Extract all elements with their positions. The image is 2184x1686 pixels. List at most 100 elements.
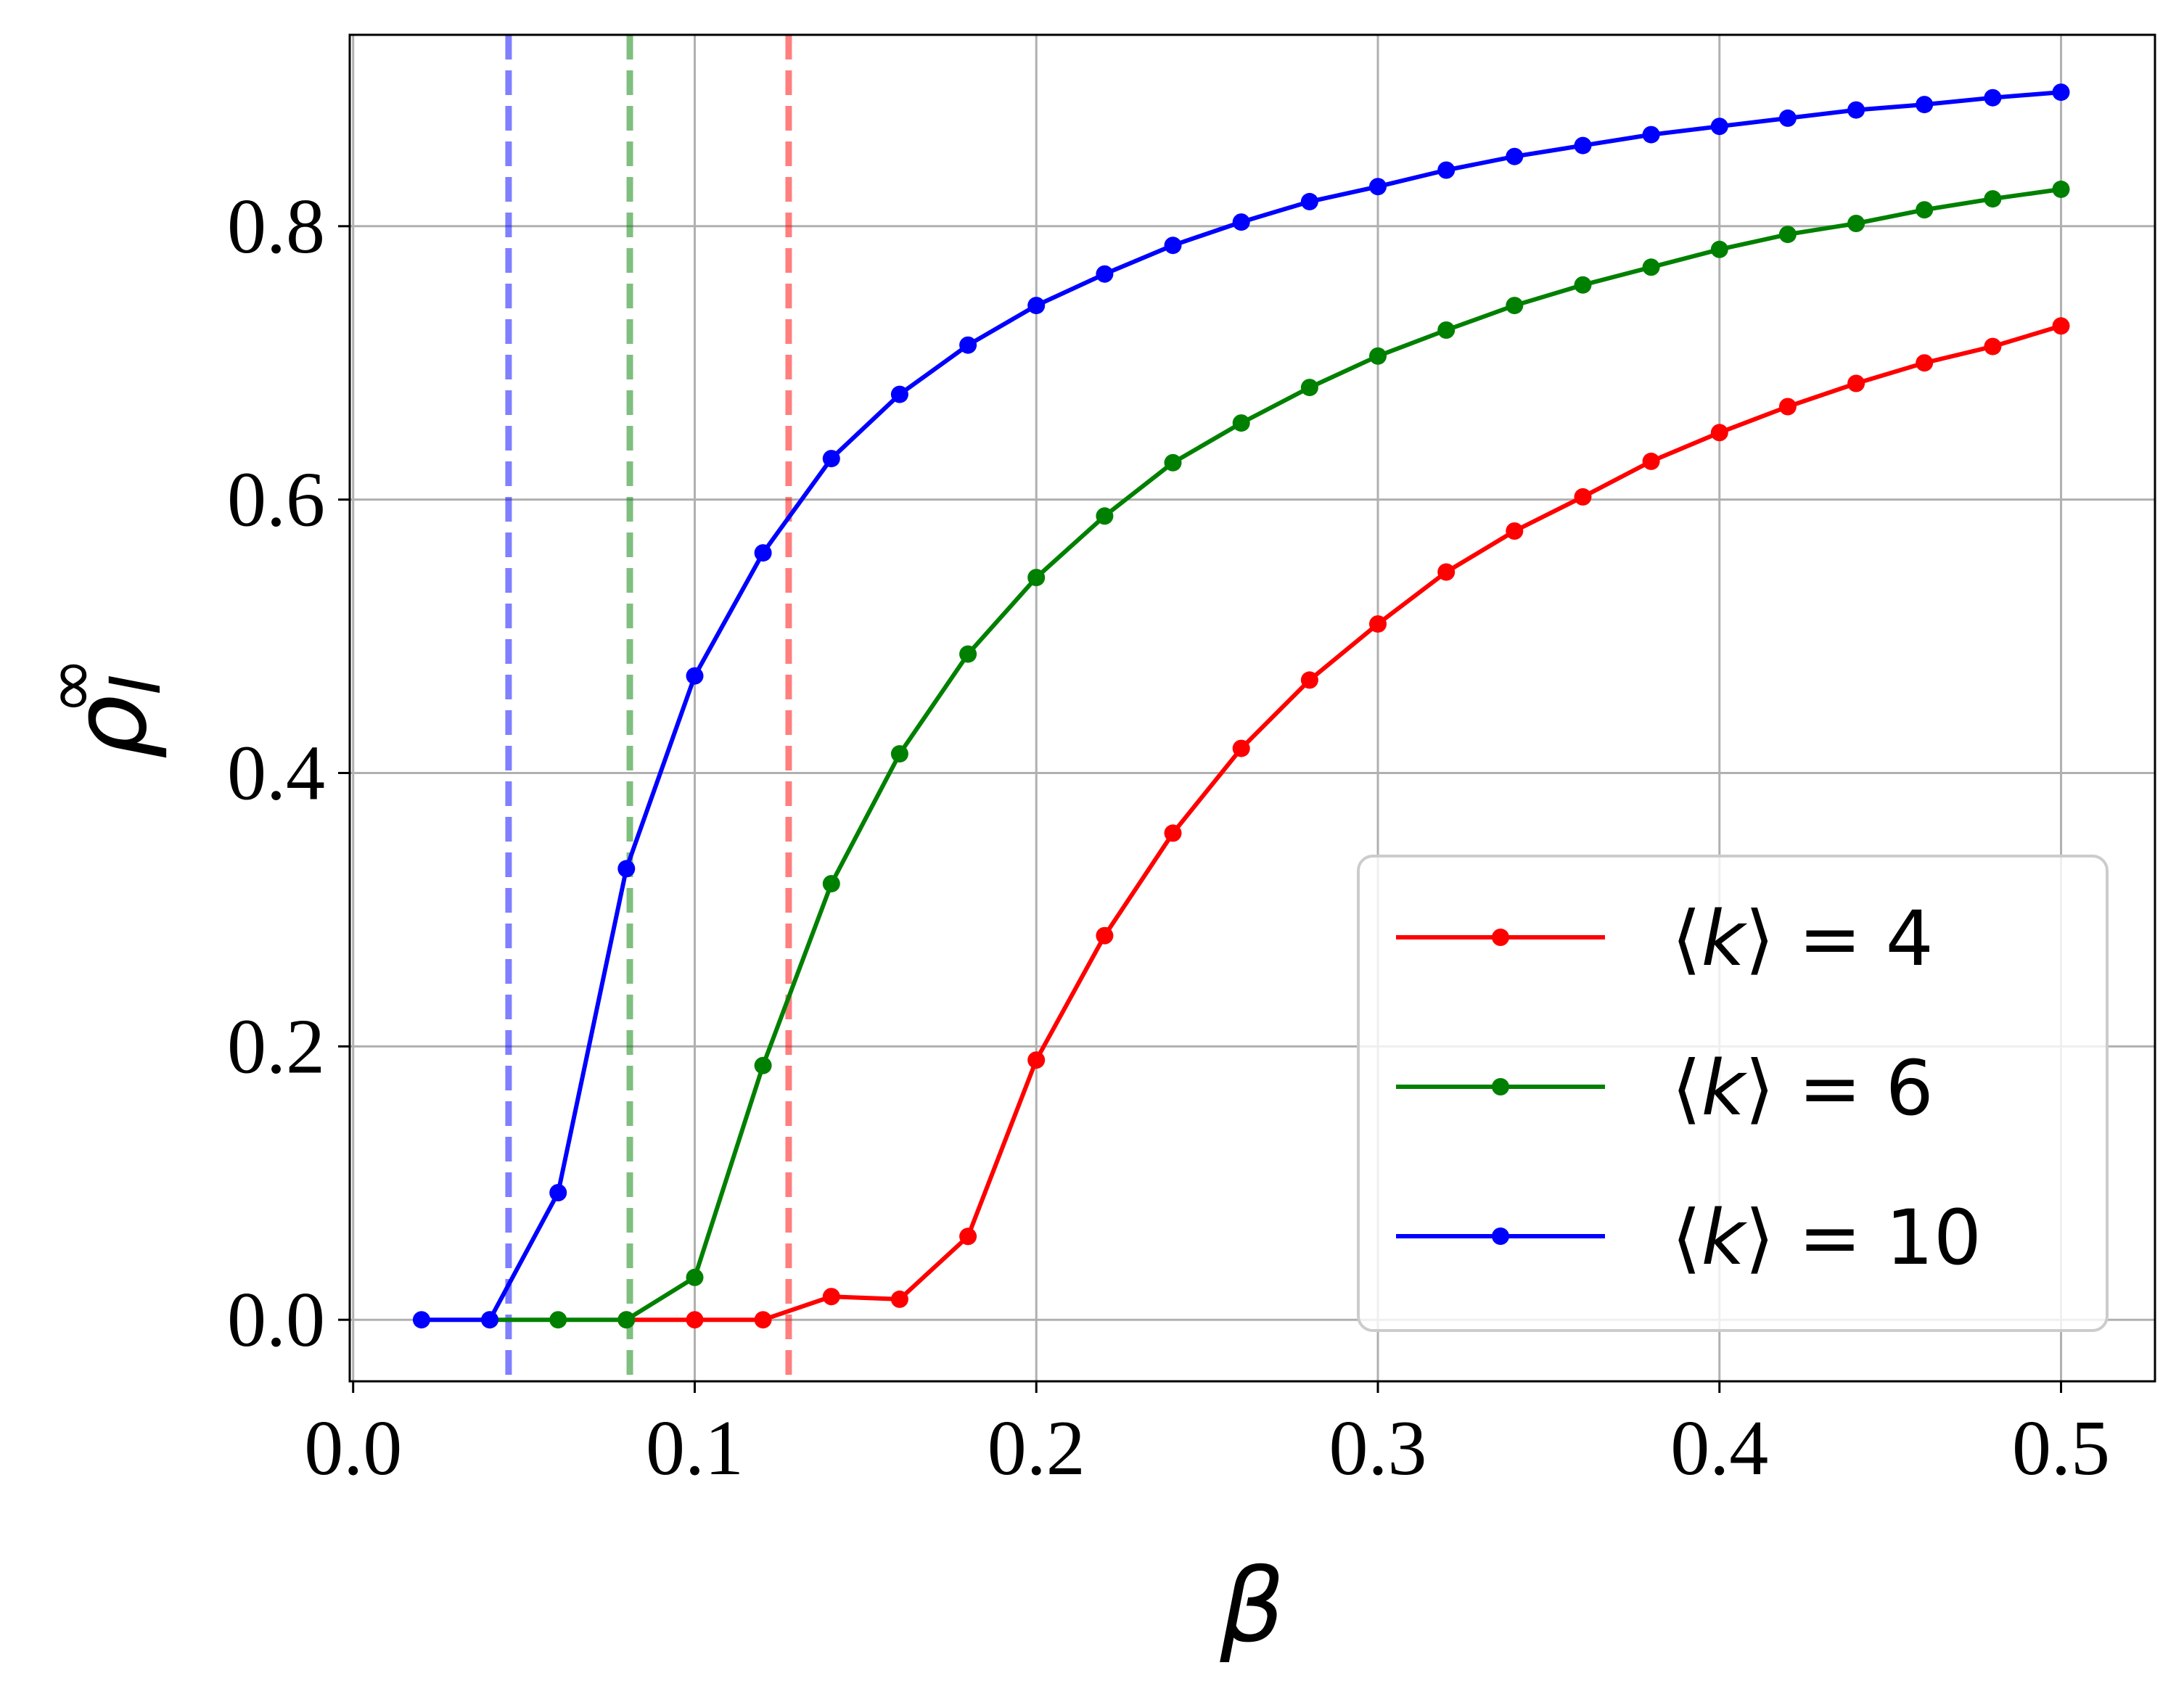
series-group xyxy=(412,83,2070,1329)
data-point-1-1 xyxy=(549,1311,567,1329)
data-point-2-10 xyxy=(1096,265,1114,283)
legend-item-0: ⟨k⟩ = 4 xyxy=(1396,895,1934,983)
data-point-2-6 xyxy=(822,450,840,468)
data-point-2-21 xyxy=(1847,101,1865,119)
legend-marker-0 xyxy=(1492,929,1509,946)
data-point-2-24 xyxy=(2052,83,2070,102)
data-point-1-14 xyxy=(1437,321,1456,339)
data-point-0-1 xyxy=(686,1311,704,1329)
x-tick-label-3: 0.3 xyxy=(1329,1405,1427,1492)
legend-label-1: ⟨k⟩ = 6 xyxy=(1672,1044,1934,1132)
y-axis-label-superscript: ∞ xyxy=(30,657,111,715)
data-point-0-12 xyxy=(1437,563,1456,581)
data-point-0-2 xyxy=(754,1311,772,1329)
data-point-1-13 xyxy=(1369,347,1387,365)
series-0 xyxy=(617,317,2070,1329)
data-point-2-9 xyxy=(1027,297,1046,315)
plot-frame xyxy=(348,33,2156,1383)
y-tick-label-3: 0.6 xyxy=(227,457,325,543)
series-2 xyxy=(412,83,2070,1329)
legend: ⟨k⟩ = 4 ⟨k⟩ = 6 ⟨k⟩ = 10 xyxy=(1357,855,2109,1332)
data-point-1-19 xyxy=(1778,226,1797,244)
data-point-2-23 xyxy=(1984,89,2002,107)
data-point-2-0 xyxy=(412,1311,430,1329)
data-point-1-5 xyxy=(822,875,840,893)
legend-item-1: ⟨k⟩ = 6 xyxy=(1396,1044,1934,1132)
x-tick-label-1: 0.1 xyxy=(646,1405,744,1492)
data-point-2-11 xyxy=(1164,237,1182,255)
data-point-0-4 xyxy=(890,1290,908,1308)
data-point-0-20 xyxy=(1984,337,2002,355)
data-point-2-7 xyxy=(890,385,908,403)
data-point-1-6 xyxy=(890,745,908,763)
data-point-2-3 xyxy=(617,860,636,878)
data-point-1-18 xyxy=(1710,240,1728,258)
data-point-0-16 xyxy=(1710,424,1728,442)
data-point-2-18 xyxy=(1642,126,1660,144)
data-point-0-9 xyxy=(1232,739,1250,757)
data-point-2-15 xyxy=(1437,161,1456,179)
x-axis-label: β xyxy=(1219,1547,1284,1666)
series-line-1 xyxy=(490,186,2061,1323)
data-point-1-2 xyxy=(617,1311,636,1329)
legend-label-0: ⟨k⟩ = 4 xyxy=(1672,895,1934,983)
data-point-0-13 xyxy=(1506,522,1524,540)
data-point-0-17 xyxy=(1778,398,1797,416)
data-point-2-5 xyxy=(754,544,772,562)
data-point-2-2 xyxy=(549,1184,567,1201)
data-point-1-15 xyxy=(1506,297,1524,315)
data-point-0-11 xyxy=(1369,615,1387,633)
data-point-0-14 xyxy=(1574,488,1592,506)
y-axis-label-main: ρ xyxy=(52,695,170,760)
data-point-0-6 xyxy=(1027,1051,1046,1069)
x-tick-label-2: 0.2 xyxy=(988,1405,1085,1492)
data-point-1-22 xyxy=(1984,190,2002,208)
data-point-0-18 xyxy=(1847,374,1865,392)
data-point-2-16 xyxy=(1506,147,1524,165)
data-point-1-3 xyxy=(686,1268,704,1286)
data-point-1-21 xyxy=(1916,201,1934,219)
data-point-1-10 xyxy=(1164,453,1182,472)
data-point-2-13 xyxy=(1300,192,1318,210)
y-tick-label-4: 0.8 xyxy=(227,184,325,270)
y-tick-label-2: 0.4 xyxy=(227,731,325,817)
data-point-2-12 xyxy=(1232,213,1250,231)
x-tick-label-5: 0.5 xyxy=(2012,1405,2110,1492)
data-point-1-23 xyxy=(2052,180,2070,198)
legend-label-2: ⟨k⟩ = 10 xyxy=(1672,1193,1982,1282)
data-point-2-14 xyxy=(1369,178,1387,196)
data-point-2-17 xyxy=(1574,136,1592,155)
data-point-1-16 xyxy=(1574,276,1592,294)
data-point-2-19 xyxy=(1710,118,1728,136)
data-point-1-12 xyxy=(1300,379,1318,397)
series-line-0 xyxy=(626,324,2062,1323)
data-point-1-11 xyxy=(1232,414,1250,432)
data-point-0-5 xyxy=(959,1228,977,1246)
data-point-0-7 xyxy=(1096,926,1114,945)
data-point-0-8 xyxy=(1164,824,1182,842)
series-1 xyxy=(481,180,2070,1329)
threshold-lines xyxy=(505,35,792,1381)
data-point-2-20 xyxy=(1778,109,1797,127)
data-point-2-22 xyxy=(1916,96,1934,114)
data-point-1-4 xyxy=(754,1056,772,1074)
x-axis-ticks: 0.0 0.1 0.2 0.3 0.4 0.5 xyxy=(304,1381,2110,1492)
data-point-0-3 xyxy=(822,1288,840,1306)
x-tick-label-4: 0.4 xyxy=(1670,1405,1768,1492)
data-point-2-1 xyxy=(481,1311,498,1329)
data-point-1-17 xyxy=(1642,258,1660,276)
y-axis-label-subscript: I xyxy=(95,674,176,694)
y-tick-label-0: 0.0 xyxy=(227,1277,325,1363)
data-point-1-9 xyxy=(1096,507,1114,525)
data-point-0-19 xyxy=(1916,354,1934,372)
y-tick-label-1: 0.2 xyxy=(227,1003,325,1090)
data-point-0-21 xyxy=(2052,317,2070,335)
x-tick-label-0: 0.0 xyxy=(304,1405,402,1492)
data-point-1-7 xyxy=(959,645,977,663)
y-axis-label: ρI∞ xyxy=(30,657,176,759)
data-point-0-10 xyxy=(1300,671,1318,689)
data-point-2-4 xyxy=(686,667,704,685)
data-point-0-15 xyxy=(1642,452,1660,470)
legend-marker-1 xyxy=(1492,1078,1509,1095)
